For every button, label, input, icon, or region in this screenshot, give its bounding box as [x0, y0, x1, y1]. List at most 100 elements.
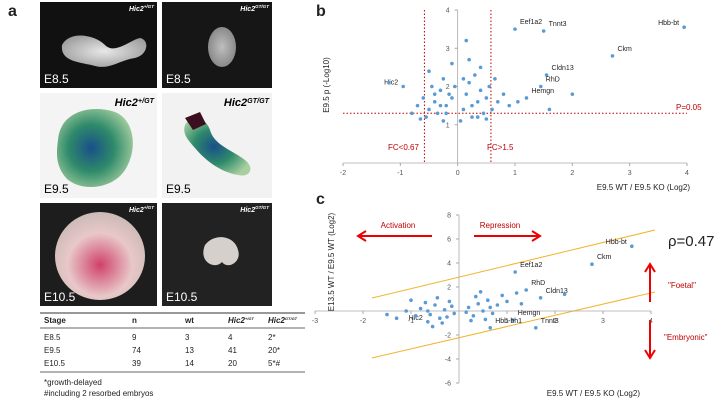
genotype-label: Hic2+/GT: [115, 97, 155, 109]
allele: GT/GT: [285, 316, 298, 321]
data-point: [513, 270, 517, 274]
x-tick-label: 0: [456, 170, 460, 177]
annotation: Activation: [381, 221, 416, 230]
embryo: [56, 109, 133, 188]
data-point: [488, 326, 493, 330]
y-axis-title: E9.5 p (-Log10): [322, 57, 331, 113]
y-tick-label: 8: [447, 213, 451, 220]
correlation: ρ=0.47: [668, 233, 714, 250]
table-cell: 20: [228, 359, 237, 368]
x-tick-label: -2: [340, 170, 346, 177]
embryo: [61, 35, 147, 67]
embryo: [185, 112, 206, 130]
stage-label: E9.5: [44, 182, 69, 196]
genotype-label: Hic2GT/GT: [240, 4, 270, 13]
arrow: [356, 230, 432, 242]
embryo: [184, 117, 251, 176]
point-label: Eef1a2: [520, 262, 542, 269]
point-label: Cldn13: [546, 288, 568, 295]
data-point: [387, 80, 391, 85]
data-point: [438, 88, 443, 93]
annotation: Repression: [480, 221, 520, 230]
data-point: [453, 84, 457, 89]
data-point: [483, 317, 488, 322]
data-point: [547, 107, 552, 112]
allele: +/GT: [245, 316, 255, 321]
stage-label: E8.5: [166, 72, 191, 86]
data-point: [630, 244, 634, 248]
data-point: [438, 316, 442, 321]
table-header: wt: [184, 316, 194, 325]
point-label: RhD: [546, 77, 560, 84]
data-point: [544, 73, 549, 77]
data-point: [507, 103, 512, 108]
data-point: [486, 298, 490, 303]
point-label: Hemgn: [518, 310, 541, 317]
data-point: [426, 320, 430, 324]
table-cell: 39: [132, 359, 141, 368]
annotation: FC>1.5: [487, 143, 514, 152]
y-tick-label: -2: [445, 333, 451, 340]
data-point: [450, 96, 454, 100]
annotation: "Foetal": [668, 281, 696, 290]
footnote: #including 2 resorbed embryos: [44, 389, 153, 398]
gene: Hic2: [224, 97, 247, 109]
arrow: [644, 320, 656, 360]
gene: Hic2: [268, 316, 285, 325]
table-header: Hic2GT/GT: [268, 316, 298, 325]
data-point: [450, 304, 454, 309]
data-point: [490, 311, 495, 316]
data-point: [487, 84, 492, 89]
data-point: [484, 117, 489, 121]
genotype-label: Hic2+/GT: [129, 205, 155, 214]
data-point: [424, 115, 428, 119]
annotation: "Embryonic": [664, 333, 708, 342]
data-point: [562, 292, 567, 297]
data-point: [445, 315, 449, 319]
band-line: [371, 291, 656, 359]
data-point: [570, 92, 575, 96]
data-point: [438, 103, 443, 108]
data-point: [539, 84, 543, 89]
panel-label: a: [8, 3, 17, 20]
stage-label: E8.5: [44, 72, 69, 86]
stage-label: E10.5: [44, 290, 76, 304]
data-point: [476, 302, 481, 306]
table-cell: 14: [185, 359, 194, 368]
data-point: [444, 103, 449, 108]
gene: Hic2: [228, 316, 245, 325]
table-cell: 5*#: [268, 359, 281, 368]
data-point: [450, 61, 454, 66]
data-point: [510, 318, 515, 322]
data-point: [440, 321, 445, 325]
panel-label: c: [316, 191, 325, 208]
y-tick-label: 3: [446, 46, 450, 53]
data-point: [394, 316, 399, 321]
data-point: [421, 96, 426, 100]
point-label: Ckm: [597, 254, 612, 261]
x-tick-label: -1: [397, 170, 403, 177]
data-point: [590, 262, 594, 267]
genotype-label: Hic2GT/GT: [240, 205, 270, 214]
data-point: [442, 308, 447, 312]
point-label: Eef1a2: [520, 19, 542, 26]
data-point: [682, 25, 686, 30]
point-label: Tnnt3: [541, 318, 559, 325]
data-point: [478, 65, 483, 70]
embryo: [55, 212, 145, 300]
data-point: [538, 296, 543, 300]
data-point: [478, 88, 483, 93]
table-cell: E10.5: [44, 359, 65, 368]
data-point: [524, 96, 529, 100]
data-point: [435, 296, 440, 300]
data-point: [418, 306, 423, 311]
x-tick-label: 2: [553, 318, 557, 325]
data-point: [418, 117, 423, 121]
data-point: [404, 309, 409, 313]
allele: GT/GT: [255, 205, 270, 210]
data-point: [470, 115, 474, 119]
table-header: n: [132, 316, 137, 325]
y-tick-label: 4: [446, 8, 450, 15]
data-point: [488, 305, 493, 310]
